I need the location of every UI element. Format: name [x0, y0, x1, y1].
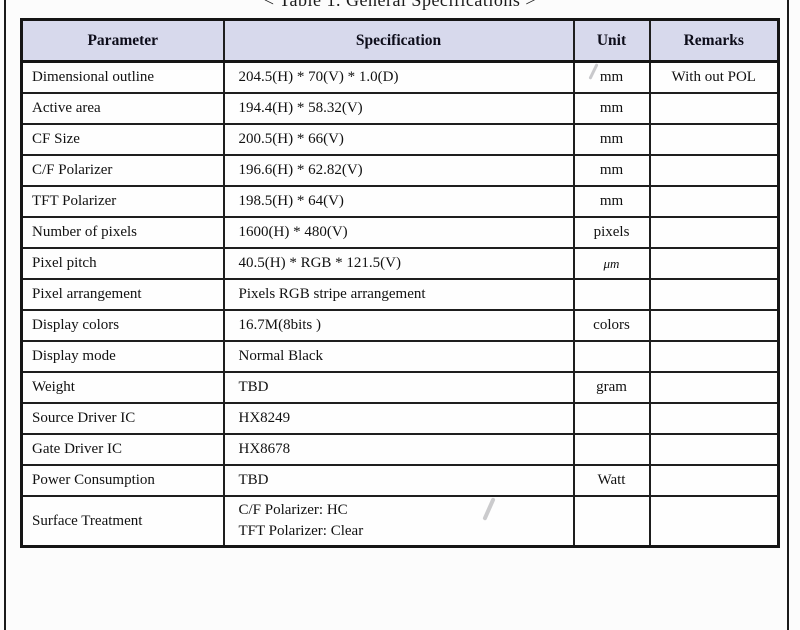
specification-cell: Pixels RGB stripe arrangement	[222, 278, 575, 311]
unit-cell: mm	[572, 154, 651, 187]
remarks-cell	[648, 340, 780, 373]
unit-cell: mm	[572, 92, 651, 125]
unit-cell	[572, 340, 651, 373]
table-row: TFT Polarizer 198.5(H) * 64(V) mm	[20, 185, 780, 218]
page-border-right	[787, 0, 789, 630]
table-header-row: Parameter Specification Unit Remarks	[20, 18, 780, 63]
parameter-cell: Surface Treatment	[20, 495, 225, 548]
specification-cell: 200.5(H) * 66(V)	[222, 123, 575, 156]
parameter-cell: Display mode	[20, 340, 225, 373]
unit-cell: mm	[572, 60, 651, 94]
page-border-left	[4, 0, 6, 630]
specification-cell: 198.5(H) * 64(V)	[222, 185, 575, 218]
table-row: Number of pixels 1600(H) * 480(V) pixels	[20, 216, 780, 249]
parameter-cell: C/F Polarizer	[20, 154, 225, 187]
table-row: Power Consumption TBD Watt	[20, 464, 780, 497]
specification-cell: 196.6(H) * 62.82(V)	[222, 154, 575, 187]
parameter-cell: Weight	[20, 371, 225, 404]
specification-cell: Normal Black	[222, 340, 575, 373]
parameter-cell: Active area	[20, 92, 225, 125]
unit-cell	[572, 278, 651, 311]
remarks-cell	[648, 278, 780, 311]
table-row: Pixel arrangement Pixels RGB stripe arran…	[20, 278, 780, 311]
remarks-cell	[648, 247, 780, 280]
specification-cell: TBD	[222, 371, 575, 404]
remarks-cell	[648, 309, 780, 342]
unit-cell: colors	[572, 309, 651, 342]
parameter-cell: CF Size	[20, 123, 225, 156]
table-row: Gate Driver IC HX8678	[20, 433, 780, 466]
unit-cell: Watt	[572, 464, 651, 497]
table-row: Source Driver IC HX8249	[20, 402, 780, 435]
remarks-cell	[648, 371, 780, 404]
remarks-cell	[648, 185, 780, 218]
table-row: Active area 194.4(H) * 58.32(V) mm	[20, 92, 780, 125]
specification-cell: C/F Polarizer: HC TFT Polarizer: Clear	[222, 495, 575, 548]
specification-cell: 40.5(H) * RGB * 121.5(V)	[222, 247, 575, 280]
unit-cell: μm	[572, 247, 651, 280]
parameter-cell: Power Consumption	[20, 464, 225, 497]
parameter-cell: TFT Polarizer	[20, 185, 225, 218]
parameter-cell: Gate Driver IC	[20, 433, 225, 466]
specification-cell: HX8249	[222, 402, 575, 435]
table-row: C/F Polarizer 196.6(H) * 62.82(V) mm	[20, 154, 780, 187]
table-row: Dimensional outline 204.5(H) * 70(V) * 1.…	[20, 60, 780, 94]
remarks-cell	[648, 92, 780, 125]
header-specification: Specification	[222, 18, 575, 63]
specification-cell: 1600(H) * 480(V)	[222, 216, 575, 249]
spec-table-body: Dimensional outline 204.5(H) * 70(V) * 1.…	[20, 60, 780, 548]
table-row: Display colors 16.7M(8bits ) colors	[20, 309, 780, 342]
remarks-cell	[648, 433, 780, 466]
header-parameter: Parameter	[20, 18, 225, 63]
table-row: Surface Treatment C/F Polarizer: HC TFT P…	[20, 495, 780, 548]
specification-cell: TBD	[222, 464, 575, 497]
parameter-cell: Dimensional outline	[20, 60, 225, 94]
remarks-cell	[648, 154, 780, 187]
unit-cell: pixels	[572, 216, 651, 249]
table-row: CF Size 200.5(H) * 66(V) mm	[20, 123, 780, 156]
specification-cell: 16.7M(8bits )	[222, 309, 575, 342]
header-remarks: Remarks	[648, 18, 780, 63]
unit-cell	[572, 495, 651, 548]
specification-cell: 194.4(H) * 58.32(V)	[222, 92, 575, 125]
parameter-cell: Display colors	[20, 309, 225, 342]
table-title: < Table 1. General Specifications >	[263, 0, 537, 10]
header-unit: Unit	[572, 18, 651, 63]
specification-cell: 204.5(H) * 70(V) * 1.0(D)	[222, 60, 575, 94]
parameter-cell: Pixel pitch	[20, 247, 225, 280]
remarks-cell	[648, 464, 780, 497]
unit-cell: mm	[572, 185, 651, 218]
table-row: Weight TBD gram	[20, 371, 780, 404]
unit-cell: mm	[572, 123, 651, 156]
unit-cell	[572, 433, 651, 466]
table-row: Display mode Normal Black	[20, 340, 780, 373]
unit-cell: gram	[572, 371, 651, 404]
remarks-cell	[648, 495, 780, 548]
unit-cell	[572, 402, 651, 435]
table-row: Pixel pitch 40.5(H) * RGB * 121.5(V) μm	[20, 247, 780, 280]
remarks-cell: With out POL	[648, 60, 780, 94]
specification-cell: HX8678	[222, 433, 575, 466]
parameter-cell: Source Driver IC	[20, 402, 225, 435]
parameter-cell: Number of pixels	[20, 216, 225, 249]
remarks-cell	[648, 216, 780, 249]
general-specifications-table: Parameter Specification Unit Remarks Dim…	[20, 18, 780, 548]
remarks-cell	[648, 402, 780, 435]
parameter-cell: Pixel arrangement	[20, 278, 225, 311]
remarks-cell	[648, 123, 780, 156]
